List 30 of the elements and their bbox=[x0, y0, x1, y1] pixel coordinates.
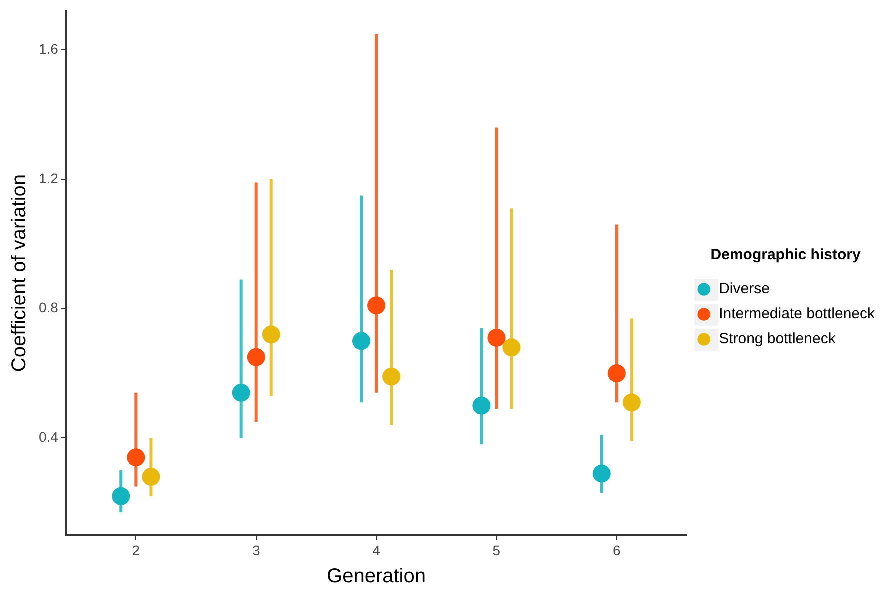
point bbox=[247, 348, 266, 366]
point bbox=[368, 296, 386, 315]
point bbox=[352, 332, 370, 350]
point bbox=[488, 328, 506, 347]
point bbox=[232, 384, 250, 402]
point bbox=[112, 487, 130, 506]
legend-label: Diverse bbox=[719, 280, 770, 298]
y-tick-label: 0.8 bbox=[38, 300, 59, 316]
point bbox=[382, 368, 401, 386]
legend-label: Strong bottleneck bbox=[719, 330, 836, 348]
point bbox=[472, 396, 491, 415]
y-tick-label: 0.4 bbox=[38, 429, 59, 446]
y-tick-label: 1.6 bbox=[38, 41, 59, 58]
point bbox=[502, 338, 521, 357]
x-tick-label: 3 bbox=[252, 542, 260, 558]
legend-title: Demographic history bbox=[710, 246, 862, 264]
x-axis-title: Generation bbox=[327, 566, 426, 588]
y-tick-label: 1.2 bbox=[38, 170, 59, 186]
legend-label: Intermediate bottleneck bbox=[719, 306, 876, 323]
point bbox=[142, 468, 160, 486]
point bbox=[127, 448, 146, 467]
point bbox=[262, 326, 280, 344]
x-tick-label: 4 bbox=[372, 542, 381, 558]
point bbox=[622, 394, 641, 412]
x-tick-label: 2 bbox=[132, 542, 140, 558]
x-tick-label: 6 bbox=[612, 542, 621, 558]
point bbox=[608, 364, 626, 383]
x-tick-label: 5 bbox=[492, 542, 501, 558]
point bbox=[592, 464, 611, 483]
y-axis-title: Coefficient of variation bbox=[8, 174, 31, 372]
